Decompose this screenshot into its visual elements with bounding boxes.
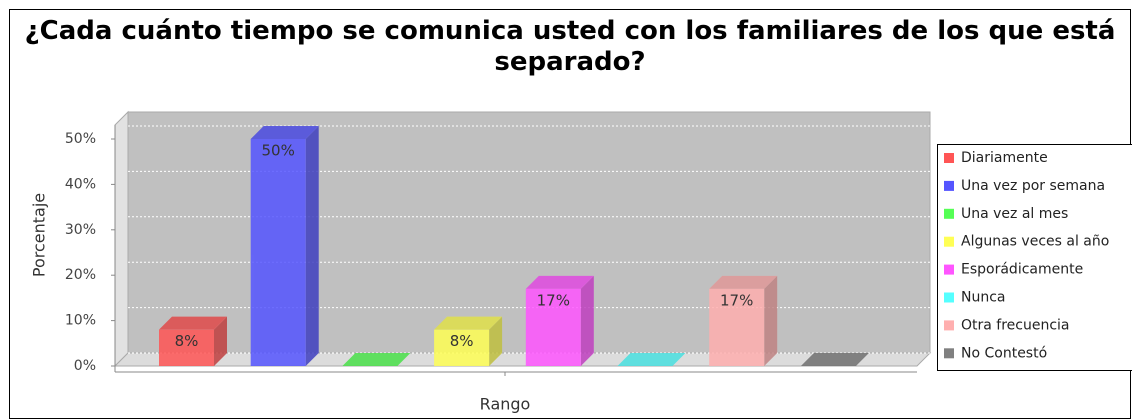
title-box: ¿Cada cuánto tiempo se comunica usted co… [24, 16, 1116, 77]
bar-side-shade [764, 275, 778, 366]
bar [434, 316, 503, 366]
bar-front [159, 329, 214, 366]
y-tick-label: 20% [65, 267, 96, 283]
legend-swatch [944, 264, 954, 275]
bar [250, 126, 319, 366]
bar-top-shade [342, 353, 411, 366]
value-label: 8% [175, 332, 199, 350]
bar-top [250, 126, 319, 139]
x-axis-label: Rango [480, 395, 531, 414]
legend [937, 144, 1132, 371]
legend-label: Algunas veces al año [961, 234, 1109, 250]
legend-label: Una vez al mes [961, 206, 1068, 222]
bar-front [525, 288, 581, 366]
bar-top-shade [617, 353, 686, 366]
legend-label: Una vez por semana [961, 178, 1105, 194]
bar-side-shade [305, 126, 319, 366]
bar-front [709, 288, 765, 366]
legend-label: Nunca [961, 290, 1006, 306]
bar-side [305, 126, 319, 366]
legend-swatch [944, 292, 954, 303]
bar [342, 353, 411, 366]
bar-top-shade [525, 275, 594, 289]
bar-side [764, 275, 778, 366]
bar-top-shade [250, 126, 319, 139]
bar-top-shade [159, 316, 227, 330]
bar-front [434, 329, 490, 366]
bar [617, 353, 686, 366]
bar [525, 275, 594, 366]
bar-top [800, 353, 869, 366]
value-label: 50% [262, 142, 295, 160]
bar-top [709, 275, 778, 289]
bar-top [525, 275, 594, 289]
bar-top [434, 316, 503, 330]
bar-side [214, 316, 227, 366]
bar-top [159, 316, 227, 330]
bar [709, 275, 778, 366]
legend-swatch [944, 180, 954, 191]
value-label: 17% [537, 291, 570, 309]
legend-swatch [944, 208, 954, 219]
legend-swatch [944, 348, 954, 359]
bar-side [489, 316, 503, 366]
y-tick-label: 40% [65, 176, 96, 192]
bar-top-shade [434, 316, 503, 330]
bar-side-shade [214, 316, 227, 366]
bar-top-shade [709, 275, 778, 289]
bar [800, 353, 869, 366]
bar-side [580, 275, 594, 366]
y-tick-label: 30% [65, 222, 96, 238]
legend-label: Esporádicamente [961, 262, 1083, 278]
bar-top [342, 353, 411, 366]
bar-side-shade [489, 316, 503, 366]
bar [159, 316, 227, 366]
legend-label: Otra frecuencia [961, 317, 1070, 333]
value-label: 8% [450, 332, 474, 350]
y-tick-label: 50% [65, 131, 96, 147]
y-tick-label: 0% [74, 358, 96, 374]
y-axis-label: Porcentaje [30, 193, 49, 277]
bar-side-shade [580, 275, 594, 366]
bar-top [617, 353, 686, 366]
left-wall [114, 110, 129, 368]
y-tick-label: 10% [65, 313, 96, 329]
value-label: 17% [720, 291, 753, 309]
bar-top-shade [800, 353, 869, 366]
legend-swatch [944, 236, 954, 247]
legend-label: No Contestó [961, 345, 1047, 361]
legend-swatch [944, 153, 954, 163]
legend-swatch [944, 320, 954, 331]
bar-front [250, 139, 306, 366]
legend-label: Diariamente [961, 150, 1048, 166]
chart-title: ¿Cada cuánto tiempo se comunica usted co… [24, 16, 1116, 77]
